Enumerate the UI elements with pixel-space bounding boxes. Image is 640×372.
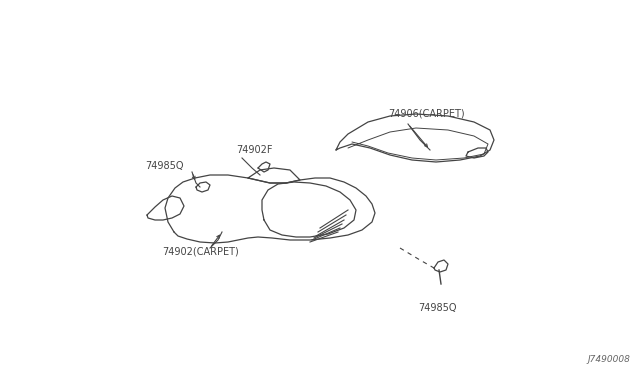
Text: 74985Q: 74985Q bbox=[145, 161, 184, 171]
Text: J7490008: J7490008 bbox=[587, 355, 630, 364]
Text: 74902F: 74902F bbox=[236, 145, 273, 155]
Text: 74902(CARPET): 74902(CARPET) bbox=[162, 246, 239, 256]
Text: 74985Q: 74985Q bbox=[418, 303, 456, 313]
Text: 74906(CARPET): 74906(CARPET) bbox=[388, 108, 465, 118]
